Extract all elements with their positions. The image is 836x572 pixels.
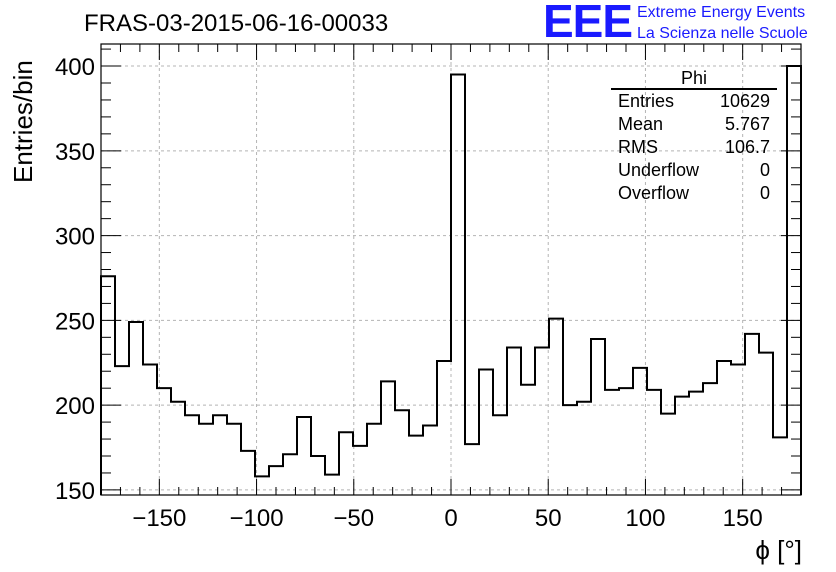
- stats-value: 0: [759, 160, 770, 180]
- histogram-bin: [311, 456, 325, 495]
- histogram-bin: [773, 437, 787, 495]
- histogram-bin: [451, 75, 465, 495]
- stats-title: Phi: [611, 68, 777, 90]
- stats-row-underflow: Underflow 0: [611, 159, 777, 182]
- stats-box: Phi Entries 10629 Mean 5.767 RMS 106.7 U…: [611, 68, 777, 205]
- stats-row-mean: Mean 5.767: [611, 113, 777, 136]
- histogram-bin: [591, 339, 605, 495]
- x-tick-label: −50: [333, 505, 374, 532]
- histogram-bin: [465, 444, 479, 495]
- histogram-bin: [353, 446, 367, 495]
- histogram-bin: [213, 415, 227, 495]
- histogram-bin: [395, 410, 409, 495]
- histogram-bin: [647, 390, 661, 495]
- histogram-bin: [171, 402, 185, 495]
- stats-label: Entries: [618, 91, 675, 111]
- histogram-bin: [339, 432, 353, 495]
- logo-tagline-2: La Scienza nelle Scuole: [637, 25, 808, 42]
- x-tick-label: −150: [132, 505, 186, 532]
- histogram-bins: [100, 65, 802, 495]
- histogram-bin: [493, 415, 507, 495]
- histogram-bin: [521, 385, 535, 495]
- histogram-bin: [619, 388, 633, 495]
- histogram-bin: [185, 415, 199, 495]
- stats-label: RMS: [618, 137, 658, 157]
- stats-value: 106.7: [724, 137, 770, 157]
- histogram-bin: [325, 475, 339, 495]
- histogram-bin: [367, 424, 381, 495]
- histogram-bin: [227, 424, 241, 495]
- x-tick-label: 100: [625, 505, 665, 532]
- histogram-bin: [535, 347, 549, 495]
- histogram-bin: [717, 361, 731, 495]
- histogram-bin: [409, 436, 423, 495]
- histogram-bin: [381, 381, 395, 495]
- histogram-bin: [479, 370, 493, 495]
- histogram-bin: [703, 383, 717, 495]
- logo-tagline-1: Extreme Energy Events: [637, 4, 806, 21]
- y-tick-label: 350: [55, 139, 95, 166]
- tick-labels: −150 −100 −50 0 50 100 150 150 200 250 300 350 400: [55, 54, 763, 532]
- histogram-bin: [577, 402, 591, 495]
- x-tick-label: 50: [535, 505, 562, 532]
- histogram-bin: [661, 414, 675, 495]
- histogram-bin: [255, 476, 269, 495]
- histogram-bin: [675, 397, 689, 495]
- histogram-bin: [423, 425, 437, 495]
- stats-value: 5.767: [724, 114, 770, 134]
- histogram-bin: [549, 319, 563, 495]
- y-tick-label: 400: [55, 54, 95, 81]
- stats-row-overflow: Overflow 0: [611, 182, 777, 205]
- histogram-bin: [297, 417, 311, 495]
- histogram-bin: [507, 347, 521, 495]
- stats-label: Overflow: [618, 183, 690, 203]
- y-axis-label: Entries/bin: [8, 60, 38, 183]
- histogram-bin: [605, 390, 619, 495]
- x-tick-label: 150: [723, 505, 763, 532]
- histogram-bin: [101, 276, 115, 495]
- histogram-bin: [689, 392, 703, 495]
- histogram-bin: [241, 451, 255, 495]
- y-tick-label: 200: [55, 393, 95, 420]
- y-tick-label: 150: [55, 478, 95, 505]
- y-tick-label: 250: [55, 308, 95, 335]
- histogram-bin: [129, 322, 143, 495]
- histogram-bin: [633, 368, 647, 495]
- y-tick-label: 300: [55, 224, 95, 251]
- histogram-bin: [437, 361, 451, 495]
- histogram-bin: [283, 454, 297, 495]
- stats-row-rms: RMS 106.7: [611, 136, 777, 159]
- run-title: FRAS-03-2015-06-16-00033: [84, 10, 389, 37]
- x-axis-label: ϕ [°]: [755, 535, 802, 565]
- x-tick-label: −100: [230, 505, 284, 532]
- histogram-bin: [563, 405, 577, 495]
- histogram-bin: [759, 353, 773, 495]
- histogram-outline: [100, 65, 802, 495]
- axes: [100, 43, 802, 496]
- histogram-bin: [143, 364, 157, 495]
- stats-value: 10629: [719, 91, 770, 111]
- histogram-bin: [199, 424, 213, 495]
- histogram-bin: [115, 366, 129, 495]
- stats-label: Mean: [618, 114, 664, 134]
- stats-label: Underflow: [618, 160, 700, 180]
- eee-logo: EEE: [543, 0, 633, 47]
- histogram-bin: [787, 66, 801, 495]
- histogram-bin: [745, 334, 759, 495]
- x-tick-label: 0: [444, 505, 457, 532]
- stats-value: 0: [759, 183, 770, 203]
- stats-row-entries: Entries 10629: [611, 90, 777, 113]
